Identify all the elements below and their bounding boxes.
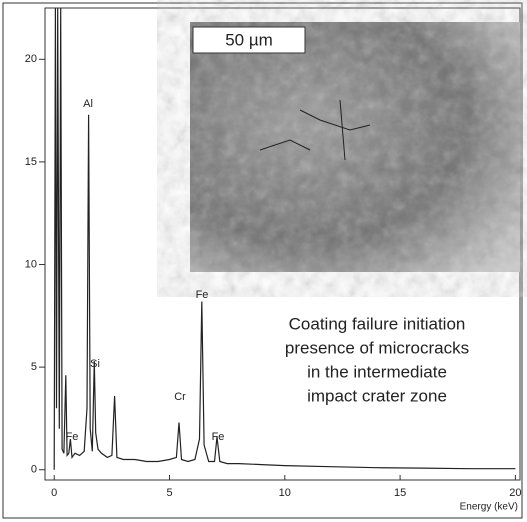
y-tick-label: 20 [25, 53, 37, 65]
peak-label: Al [83, 98, 93, 110]
caption-line: in the intermediate [307, 362, 447, 381]
caption-line: impact crater zone [307, 386, 447, 405]
peak-label: Fe [212, 431, 225, 443]
sem-inset: 50 µm [190, 22, 520, 272]
caption-line: presence of microcracks [285, 338, 469, 357]
y-tick-label: 10 [25, 258, 37, 270]
y-tick-label: 5 [31, 361, 37, 373]
x-tick-label: 5 [166, 487, 172, 499]
x-tick-label: 10 [279, 487, 291, 499]
outer-border [2, 2, 523, 519]
y-tick-label: 0 [31, 464, 37, 476]
y-tick-label: 15 [25, 156, 37, 168]
peak-label: Fe [196, 289, 209, 301]
peak-label: Cr [174, 391, 186, 403]
microcracks [259, 99, 371, 161]
x-axis-label: Energy (keV) [460, 502, 518, 513]
scale-label: 50 µm [225, 30, 273, 49]
x-tick-label: 20 [509, 487, 521, 499]
peak-label: Fe [66, 431, 79, 443]
peak-label: Si [90, 358, 100, 370]
caption-line: Coating failure initiation [289, 314, 466, 333]
spectrum-line [53, 8, 516, 470]
x-tick-label: 15 [394, 487, 406, 499]
scale-box [192, 26, 306, 54]
x-tick-label: 0 [51, 487, 57, 499]
sem-texture [190, 22, 520, 272]
